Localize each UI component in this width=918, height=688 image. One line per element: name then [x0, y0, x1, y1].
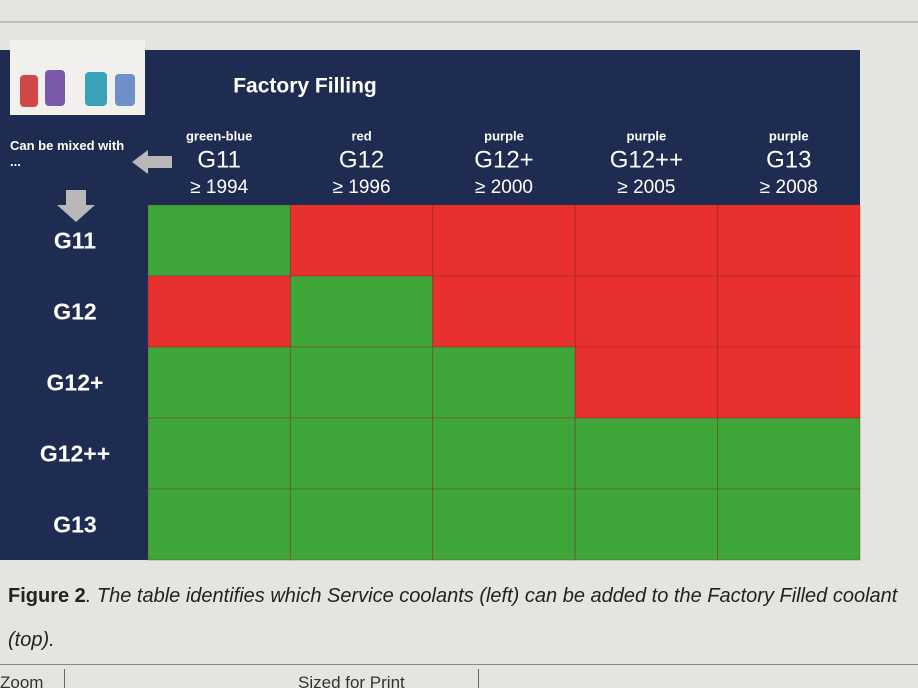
row-label: G13	[53, 512, 96, 538]
cell	[717, 417, 861, 490]
cell	[289, 346, 434, 419]
cell	[717, 275, 861, 348]
row-label: G12	[53, 299, 96, 325]
cell	[574, 204, 719, 277]
column-code: G12	[339, 146, 384, 173]
column-color: green-blue	[186, 128, 252, 143]
cell	[432, 346, 576, 419]
column-color: purple	[769, 128, 809, 143]
down-arrow	[57, 190, 95, 222]
bottle-icon	[85, 72, 107, 106]
cell	[289, 275, 434, 348]
row-label: G11	[54, 228, 96, 254]
cell	[147, 417, 291, 490]
row-label: G12+	[47, 370, 104, 396]
column-year: ≥ 2000	[475, 177, 533, 198]
caption-text: . The table identifies which Service coo…	[8, 585, 898, 651]
cell	[717, 204, 861, 277]
divider	[478, 669, 479, 688]
column-color: purple	[627, 128, 667, 143]
column-year: ≥ 1994	[190, 177, 248, 198]
cell	[717, 488, 861, 561]
cell	[432, 488, 576, 561]
corner-label: Can be mixed with ...	[10, 138, 125, 169]
column-code: G13	[766, 146, 811, 173]
cell	[289, 488, 434, 561]
cell	[289, 204, 434, 277]
column-code: G11	[197, 146, 241, 173]
cell	[574, 346, 719, 419]
column-code: G12+	[474, 146, 533, 173]
cell	[432, 204, 576, 277]
cell	[147, 346, 291, 419]
figure-label: Figure 2	[8, 585, 86, 607]
footer: Zoom Sized for Print	[0, 664, 918, 688]
left-arrow	[132, 150, 172, 174]
cell	[574, 275, 719, 348]
cell	[147, 275, 291, 348]
column-year: ≥ 1996	[333, 177, 391, 198]
cell	[432, 417, 576, 490]
cell	[574, 417, 719, 490]
table-title: Factory Filling	[233, 75, 377, 98]
footer-zoom[interactable]: Zoom	[0, 673, 44, 688]
column-color: purple	[484, 128, 524, 143]
caption: Figure 2. The table identifies which Ser…	[8, 574, 913, 662]
column-code: G12++	[610, 146, 683, 173]
bottle-icon	[45, 70, 65, 106]
cell	[289, 417, 434, 490]
cell	[147, 204, 291, 277]
column-year: ≥ 2008	[760, 177, 818, 198]
cell	[147, 488, 291, 561]
column-year: ≥ 2005	[617, 177, 675, 198]
corner-box: Can be mixed with ...	[10, 138, 125, 169]
footer-size[interactable]: Sized for Print	[298, 673, 405, 688]
row-label: G12++	[40, 441, 110, 467]
cell	[432, 275, 576, 348]
divider	[64, 669, 65, 688]
cell	[717, 346, 861, 419]
column-color: red	[351, 128, 371, 143]
cell	[574, 488, 719, 561]
bottle-icon	[115, 74, 135, 106]
table-graphic: Factory Filling Can be mixed with ... gr…	[0, 21, 918, 561]
bottle-icon	[20, 75, 38, 107]
